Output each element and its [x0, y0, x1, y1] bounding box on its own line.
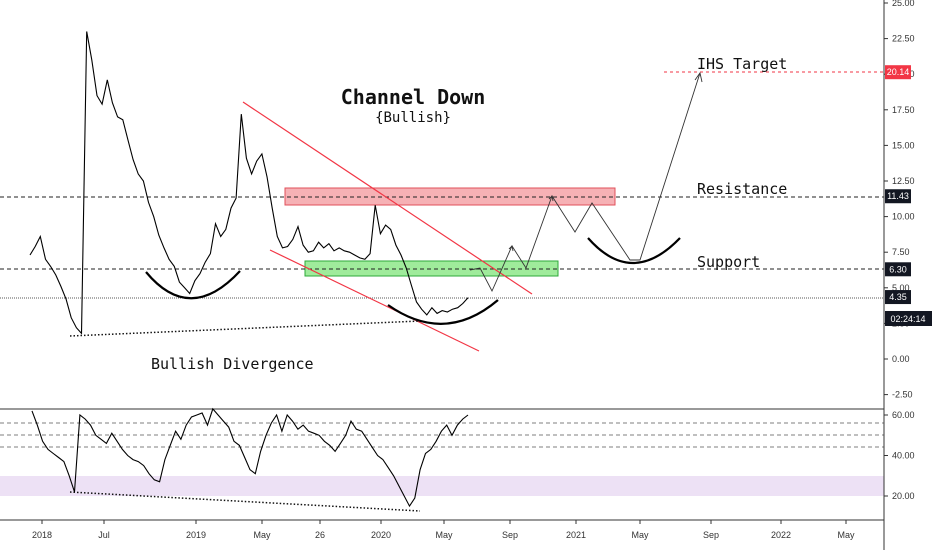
- level-badge-label: 11.43: [887, 191, 909, 201]
- rsi-reference-lines: [0, 422, 884, 448]
- price-series-group: [29, 31, 469, 335]
- rsi-tick-label: 20.00: [892, 491, 915, 501]
- channel-upper-line: [242, 101, 533, 295]
- y-tick-label: -2.50: [892, 390, 913, 400]
- rsi-series-group: [31, 407, 469, 508]
- level-badge-bg: [885, 262, 911, 277]
- y-tick-label: 12.50: [892, 176, 915, 186]
- x-tick-label: Sep: [703, 530, 719, 540]
- countdown-badge: 02:24:14: [885, 311, 932, 326]
- divergence-price-line: [69, 320, 421, 337]
- projection-path-group: [469, 71, 703, 293]
- x-tick-label: Sep: [502, 530, 518, 540]
- y-tick-label: 0.00: [892, 354, 910, 364]
- x-tick-label: May: [837, 530, 855, 540]
- y-tick-label: 5.00: [892, 283, 910, 293]
- bullish-divergence-label: Bullish Divergence: [151, 355, 314, 373]
- level-badge-bg: [885, 65, 911, 80]
- channel-lower-line: [269, 249, 480, 352]
- rsi-band: [0, 476, 884, 496]
- projection-arrow-mid1: [508, 245, 514, 252]
- x-tick-label: 2019: [186, 530, 206, 540]
- x-tick-label: May: [435, 530, 453, 540]
- y-tick-label: 10.00: [892, 212, 915, 222]
- countdown-badge-text: 02:24:14: [890, 314, 925, 324]
- x-tick-label: May: [253, 530, 271, 540]
- divergence-rsi-line: [69, 491, 421, 512]
- rsi-axis-ticks: 60.00 40.00 20.00: [884, 410, 915, 501]
- projection-arrow-head: [694, 71, 703, 83]
- level-badge-label: 4.35: [889, 292, 907, 302]
- y-tick-label: 15.00: [892, 140, 915, 150]
- x-tick-label: Jul: [98, 530, 110, 540]
- chart-subtitle: {Bullish}: [375, 110, 451, 126]
- x-tick-label: 2020: [371, 530, 391, 540]
- x-tick-label: 26: [315, 530, 325, 540]
- cup-arc-right: [587, 237, 681, 265]
- x-tick-label: 2021: [566, 530, 586, 540]
- level-badge-label: 6.30: [889, 264, 907, 274]
- rsi-tick-label: 60.00: [892, 410, 915, 420]
- rsi-series-line: [31, 407, 469, 508]
- projection-arrow-mid2: [548, 195, 554, 202]
- ihs-target-label: IHS Target: [697, 55, 787, 73]
- price-series-line: [29, 31, 469, 335]
- rsi-tick-label: 40.00: [892, 451, 915, 461]
- y-tick-label: 7.50: [892, 247, 910, 257]
- x-tick-label: 2022: [771, 530, 791, 540]
- resistance-label: Resistance: [697, 180, 787, 198]
- chart-title: Channel Down: [341, 85, 486, 109]
- level-badge-bg: [885, 290, 911, 305]
- level-badge-label: 20.14: [887, 67, 910, 77]
- x-tick-label: May: [631, 530, 649, 540]
- cup-arc-mid: [387, 299, 499, 325]
- y-tick-label: 25.00: [892, 0, 915, 8]
- support-label: Support: [697, 253, 760, 271]
- cup-arc-left: [145, 270, 241, 300]
- projection-path: [469, 72, 701, 293]
- level-badge-bg: [885, 189, 911, 204]
- y-tick-label: 22.50: [892, 34, 915, 44]
- countdown-badge-bg: [885, 311, 932, 326]
- x-axis-ticks: 2018 Jul 2019 May 26 2020 May Sep 2021 May Sep 2022…: [32, 520, 855, 540]
- level-badges: 11.43 6.30 4.35 20.14: [885, 65, 911, 305]
- y-tick-label: 17.50: [892, 105, 915, 115]
- x-tick-label: 2018: [32, 530, 52, 540]
